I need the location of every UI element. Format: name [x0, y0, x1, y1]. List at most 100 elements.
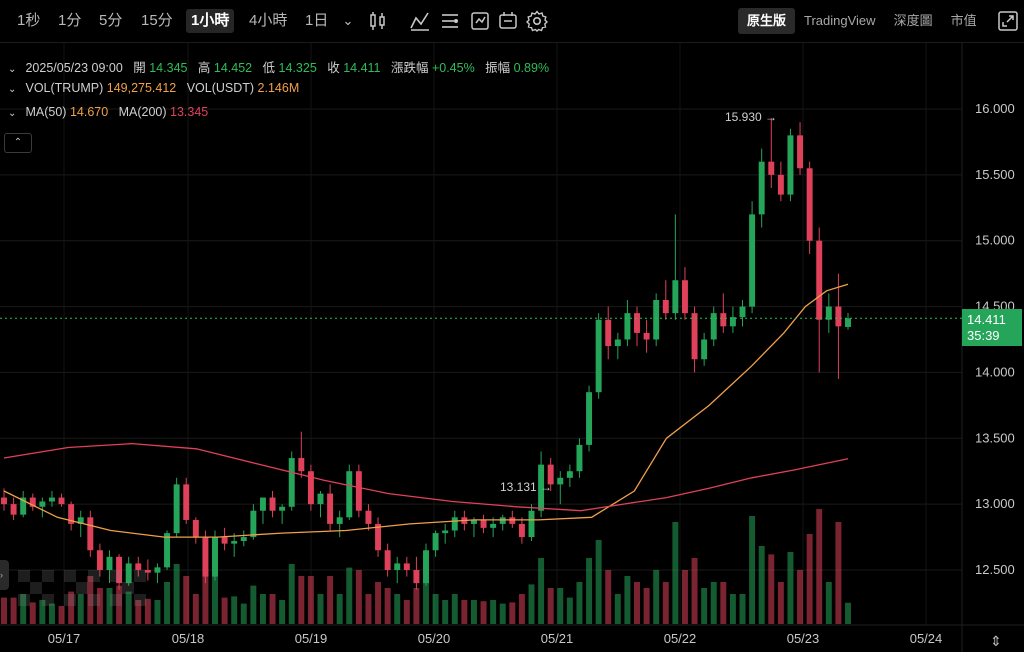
replay-icon[interactable] [468, 9, 492, 33]
candle-body [777, 174, 784, 195]
volume-bar [355, 570, 362, 624]
candle-body [307, 471, 314, 505]
view-tradingview-tab[interactable]: TradingView [804, 13, 876, 28]
volume-bar [643, 588, 650, 624]
change-label: 漲跌幅 [390, 61, 429, 75]
timeframe-4h[interactable]: 4小時 [249, 12, 288, 29]
alert-icon[interactable] [496, 9, 520, 33]
timeframe-1m[interactable]: 1分 [58, 12, 82, 29]
candle-body [624, 313, 631, 340]
candle-body [729, 317, 736, 327]
open-label: 開 [133, 61, 146, 75]
candle-body [825, 306, 832, 320]
candle-body [125, 563, 132, 584]
volume-chevron-icon[interactable]: ⌄ [8, 84, 17, 95]
ma-legend: ⌄ MA(50) 14.670 MA(200) 13.345 [8, 105, 208, 119]
volume-bar [634, 582, 640, 624]
candle-body [77, 517, 84, 524]
settings-icon[interactable] [525, 9, 549, 33]
volume-bar [250, 585, 257, 624]
volume-bar [777, 582, 784, 624]
volume-bar [423, 579, 429, 624]
timeframe-1s[interactable]: 1秒 [17, 12, 41, 29]
current-price-tag: 14.411 35:39 [962, 309, 1022, 346]
timeframe-1d[interactable]: 1日 [305, 12, 329, 29]
candle-body [135, 563, 142, 570]
x-tick-label: 05/20 [418, 631, 451, 646]
candle-body [643, 332, 650, 340]
time-axis: 05/17 05/18 05/19 05/20 05/21 05/22 05/23 05/24 [0, 624, 1024, 646]
axis-scale-icon[interactable]: ⇕ [990, 633, 1002, 649]
amplitude-label: 振幅 [485, 61, 511, 75]
timeframe-1h[interactable]: 1小時 [186, 9, 235, 33]
view-marketcap-tab[interactable]: 市值 [950, 13, 977, 28]
legend-datetime: 2025/05/23 09:00 [25, 61, 123, 75]
fullscreen-icon[interactable] [996, 9, 1020, 33]
volume-bar [39, 600, 46, 624]
left-scroll-handle[interactable]: › [0, 560, 9, 590]
volume-bar [432, 594, 439, 624]
candle-body [499, 517, 506, 524]
candle-body [96, 550, 103, 570]
candle-body [288, 458, 295, 507]
candle-body [202, 537, 209, 577]
volume-bar [605, 570, 612, 624]
volume-bar [375, 582, 382, 624]
high-value: 14.452 [213, 61, 253, 75]
candle-body [787, 135, 794, 195]
candle-body [1, 497, 7, 505]
candle-body [346, 471, 353, 518]
candle-body [662, 299, 669, 314]
candle-body [672, 280, 679, 314]
volume-bar [231, 596, 238, 624]
volume-bar [739, 594, 746, 624]
collapse-legend-button[interactable]: ⌃ [4, 133, 32, 153]
volume-bar [490, 600, 497, 624]
volume-bar [816, 509, 823, 624]
volume-bar [116, 585, 123, 624]
candle-body [250, 510, 257, 538]
volume-bar [336, 594, 343, 624]
candlestick-type-icon[interactable] [366, 9, 390, 33]
candle-body [835, 306, 842, 327]
volume-bar [135, 600, 142, 624]
volume-bar [68, 591, 75, 624]
view-native-tab[interactable]: 原生版 [738, 8, 796, 34]
volume-bar [499, 603, 506, 624]
volume-bar [595, 540, 602, 624]
x-tick-label: 05/21 [541, 631, 574, 646]
timeframe-15m[interactable]: 15分 [141, 12, 173, 29]
more-timeframes-chevron-icon[interactable]: ⌄ [342, 13, 354, 28]
ma50-value: 14.670 [69, 105, 109, 119]
x-tick-label: 05/23 [787, 631, 820, 646]
y-tick-label: 15.500 [975, 167, 1015, 182]
volume-bar [528, 584, 535, 624]
candle-body [845, 318, 851, 327]
volume-legend: ⌄ VOL(TRUMP) 149,275.412 VOL(USDT) 2.146… [8, 81, 299, 95]
volume-bar [451, 594, 458, 624]
y-tick-label: 16.000 [975, 101, 1015, 116]
ma50-line [3, 283, 849, 538]
low-label: 低 [262, 61, 276, 75]
volume-bar [212, 572, 218, 624]
volume-bar [1, 597, 7, 624]
ohlc-chevron-icon[interactable]: ⌄ [8, 64, 17, 75]
candle-body [240, 537, 247, 542]
drawing-tools-icon[interactable] [438, 9, 462, 33]
ma-chevron-icon[interactable]: ⌄ [8, 108, 17, 119]
price-axis: 16.00015.50015.00014.50014.00013.50013.0… [961, 43, 1015, 652]
indicator-icon[interactable] [408, 9, 432, 33]
view-depth-tab[interactable]: 深度圖 [893, 13, 933, 28]
candle-body [480, 519, 487, 528]
candle-body [634, 313, 640, 333]
vol-quote-label: VOL(USDT) [186, 81, 255, 95]
candle-body [547, 464, 554, 485]
volume-bar [87, 576, 94, 624]
moving-averages [3, 283, 849, 538]
candle-body [797, 135, 804, 169]
candle-body [192, 519, 199, 538]
candle-body [68, 504, 75, 524]
candle-body [116, 556, 123, 584]
timeframe-5m[interactable]: 5分 [99, 12, 123, 29]
